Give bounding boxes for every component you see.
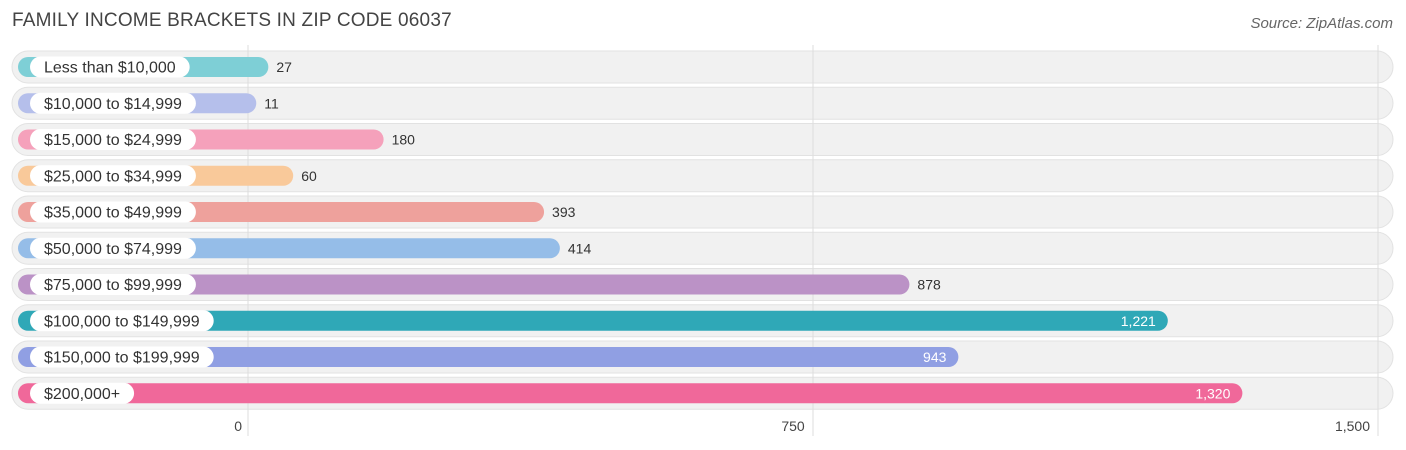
- category-label: $15,000 to $24,999: [44, 132, 182, 149]
- category-pill: [30, 237, 196, 259]
- category-pill: [30, 129, 196, 150]
- value-label: 943: [923, 349, 947, 365]
- category-label: $50,000 to $74,999: [44, 241, 182, 258]
- row-background: [11, 86, 1394, 120]
- value-label: 11: [264, 95, 279, 111]
- category-label: $75,000 to $99,999: [44, 277, 182, 294]
- value-label: 27: [276, 59, 292, 75]
- value-label: 1,221: [1121, 313, 1156, 329]
- category-label: $100,000 to $149,999: [44, 313, 200, 330]
- category-pill: [30, 56, 190, 78]
- bar: [18, 310, 1168, 331]
- x-tick-label: 1,500: [1335, 418, 1370, 434]
- category-pill: [30, 165, 196, 187]
- category-pill: [30, 346, 214, 368]
- chart-source: Source: ZipAtlas.com: [1250, 15, 1393, 32]
- category-pill: [30, 382, 135, 404]
- chart-title: FAMILY INCOME BRACKETS IN ZIP CODE 06037: [12, 10, 452, 31]
- value-label: 180: [392, 132, 416, 148]
- category-pill: [30, 201, 196, 223]
- value-label: 393: [552, 204, 576, 220]
- category-pill: [30, 92, 196, 114]
- row-background: [11, 50, 1394, 84]
- bar: [18, 347, 959, 367]
- category-label: $25,000 to $34,999: [44, 168, 182, 185]
- value-label: 60: [301, 168, 317, 184]
- value-label: 878: [917, 277, 941, 293]
- x-tick-label: 0: [234, 418, 242, 434]
- category-label: $35,000 to $49,999: [44, 205, 182, 222]
- category-pill: [30, 274, 196, 295]
- value-label: 1,320: [1195, 385, 1230, 401]
- category-label: $10,000 to $14,999: [44, 96, 182, 113]
- category-label: Less than $10,000: [44, 60, 176, 77]
- value-label: 414: [568, 240, 592, 256]
- x-tick-label: 750: [781, 418, 805, 434]
- category-label: $200,000+: [44, 386, 120, 403]
- category-pill: [30, 310, 214, 332]
- row-background: [11, 159, 1394, 193]
- bar: [18, 383, 1243, 404]
- category-label: $150,000 to $199,999: [44, 350, 200, 367]
- bar: [18, 274, 910, 295]
